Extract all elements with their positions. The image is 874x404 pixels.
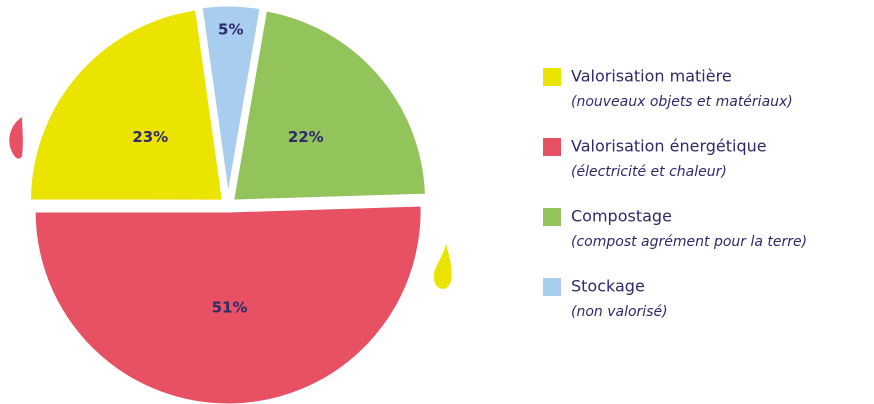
chart: 23% 51% 22% 5% Valorisation matière (nouveaux… <box>0 0 874 404</box>
pie-slice <box>29 9 223 201</box>
legend-swatch <box>543 138 561 156</box>
pie-slice <box>233 10 427 201</box>
slice-label: 22% <box>288 128 324 146</box>
slice-label: 23% <box>132 128 168 146</box>
legend-label: Stockage <box>571 277 645 296</box>
drop-decoration <box>9 117 23 159</box>
legend-description: (nouveaux objets et matériaux) <box>571 94 793 110</box>
legend-swatch <box>543 68 561 86</box>
page: 23% 51% 22% 5% Valorisation matière (nouveaux… <box>0 0 874 404</box>
drop-decoration <box>434 244 452 289</box>
legend-description: (compost agrément pour la terre) <box>571 234 807 250</box>
legend-description: (non valorisé) <box>571 304 668 320</box>
legend-label: Valorisation matière <box>571 67 732 86</box>
legend-label: Compostage <box>571 207 672 226</box>
legend-swatch <box>543 278 561 296</box>
slice-label: 51% <box>212 298 248 316</box>
legend-label: Valorisation énergétique <box>571 137 767 156</box>
legend-description: (électricité et chaleur) <box>571 164 727 180</box>
legend-swatch <box>543 208 561 226</box>
slice-label: 5% <box>218 21 243 39</box>
